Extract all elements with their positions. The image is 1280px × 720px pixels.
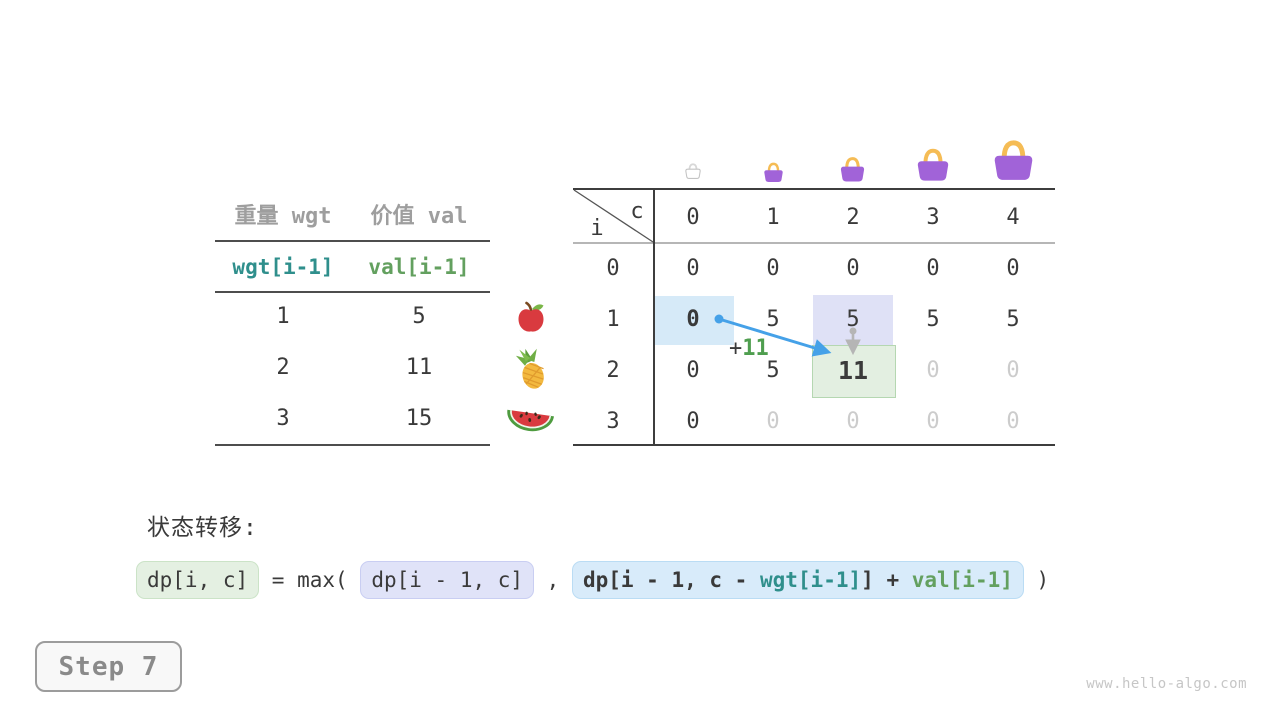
formula-arg2-bracket: ] (861, 568, 874, 592)
dp-row-header-2: 2 (606, 358, 620, 383)
item-row-3-val: 15 (405, 406, 433, 431)
item-table-rule-top (215, 240, 490, 242)
dp-col-header-1: 1 (766, 205, 780, 230)
item-row-3-wgt: 3 (276, 406, 290, 431)
dp-row-header-1: 1 (606, 307, 620, 332)
bag-outline-icon (684, 162, 702, 184)
handbag-icon-4 (990, 137, 1037, 188)
dp-row-header-0: 0 (606, 256, 620, 281)
dp-cell-1-1: 5 (766, 307, 780, 332)
transition-add-annotation: +11 (729, 337, 769, 361)
watermelon-icon (505, 401, 555, 443)
item-table-header-weight: 重量 wgt (234, 204, 332, 229)
item-table-header-value: 价值 val (370, 204, 468, 229)
item-table-rule-bottom (215, 444, 490, 446)
apple-icon (513, 300, 549, 340)
dp-corner-col-var: c (630, 199, 644, 224)
formula-max-operator: = max( (259, 568, 361, 592)
handbag-icon-1 (762, 161, 785, 188)
state-transition-label: 状态转移: (147, 515, 258, 541)
item-table-var-val: val[i-1] (368, 255, 470, 279)
dp-cell-2-4: 0 (1006, 358, 1020, 383)
formula-arg1-pill: dp[i - 1, c] (360, 561, 535, 599)
item-row-1-wgt: 1 (276, 304, 290, 329)
highlight-cell-i1-c2 (813, 295, 893, 345)
dp-cell-1-4: 5 (1006, 307, 1020, 332)
formula-arg2-wgt-part: wgt[i-1] (759, 568, 862, 592)
dp-cell-3-2: 0 (846, 409, 860, 434)
dp-cell-1-3: 5 (926, 307, 940, 332)
dp-col-header-3: 3 (926, 205, 940, 230)
dp-row-header-3: 3 (606, 409, 620, 434)
pineapple-icon (510, 346, 554, 398)
dp-cell-3-3: 0 (926, 409, 940, 434)
step-indicator-button[interactable]: Step 7 (35, 641, 182, 692)
handbag-icon-2 (838, 155, 867, 188)
item-row-2-wgt: 2 (276, 355, 290, 380)
dp-cell-3-0: 0 (686, 409, 700, 434)
dp-cell-0-3: 0 (926, 256, 940, 281)
formula-arg2-plus: + (873, 568, 912, 592)
dp-cell-0-0: 0 (686, 256, 700, 281)
item-table-var-wgt: wgt[i-1] (232, 255, 334, 279)
formula-arg2-val-part: val[i-1] (911, 568, 1013, 592)
dp-col-header-0: 0 (686, 205, 700, 230)
dp-col-header-2: 2 (846, 205, 860, 230)
formula-lhs-pill: dp[i, c] (136, 561, 260, 599)
formula-arg2-dp-part: dp[i - 1, c - (582, 568, 760, 592)
dp-cell-3-4: 0 (1006, 409, 1020, 434)
dp-col-header-4: 4 (1006, 205, 1020, 230)
formula-arg2-pill: dp[i - 1, c - wgt[i-1]] + val[i-1] (571, 561, 1024, 599)
added-value: 11 (742, 336, 769, 361)
dp-corner-row-var: i (590, 216, 604, 241)
site-watermark: www.hello-algo.com (1086, 676, 1247, 692)
item-table-rule-mid (215, 291, 490, 293)
plus-sign: + (729, 336, 743, 361)
dp-cell-0-2: 0 (846, 256, 860, 281)
formula-comma: , (534, 568, 572, 592)
handbag-icon-3 (914, 146, 952, 188)
formula-close-paren: ) (1023, 568, 1050, 592)
dp-cell-2-3: 0 (926, 358, 940, 383)
dp-cell-0-4: 0 (1006, 256, 1020, 281)
dp-cell-3-1: 0 (766, 409, 780, 434)
state-transition-formula: dp[i, c] = max( dp[i - 1, c] , dp[i - 1,… (136, 561, 1049, 599)
dp-cell-0-1: 0 (766, 256, 780, 281)
item-row-2-val: 11 (405, 355, 433, 380)
highlight-cell-i1-c0 (655, 296, 734, 345)
highlight-cell-i2-c2 (812, 345, 896, 398)
dp-cell-2-0: 0 (686, 358, 700, 383)
item-row-1-val: 5 (412, 304, 426, 329)
